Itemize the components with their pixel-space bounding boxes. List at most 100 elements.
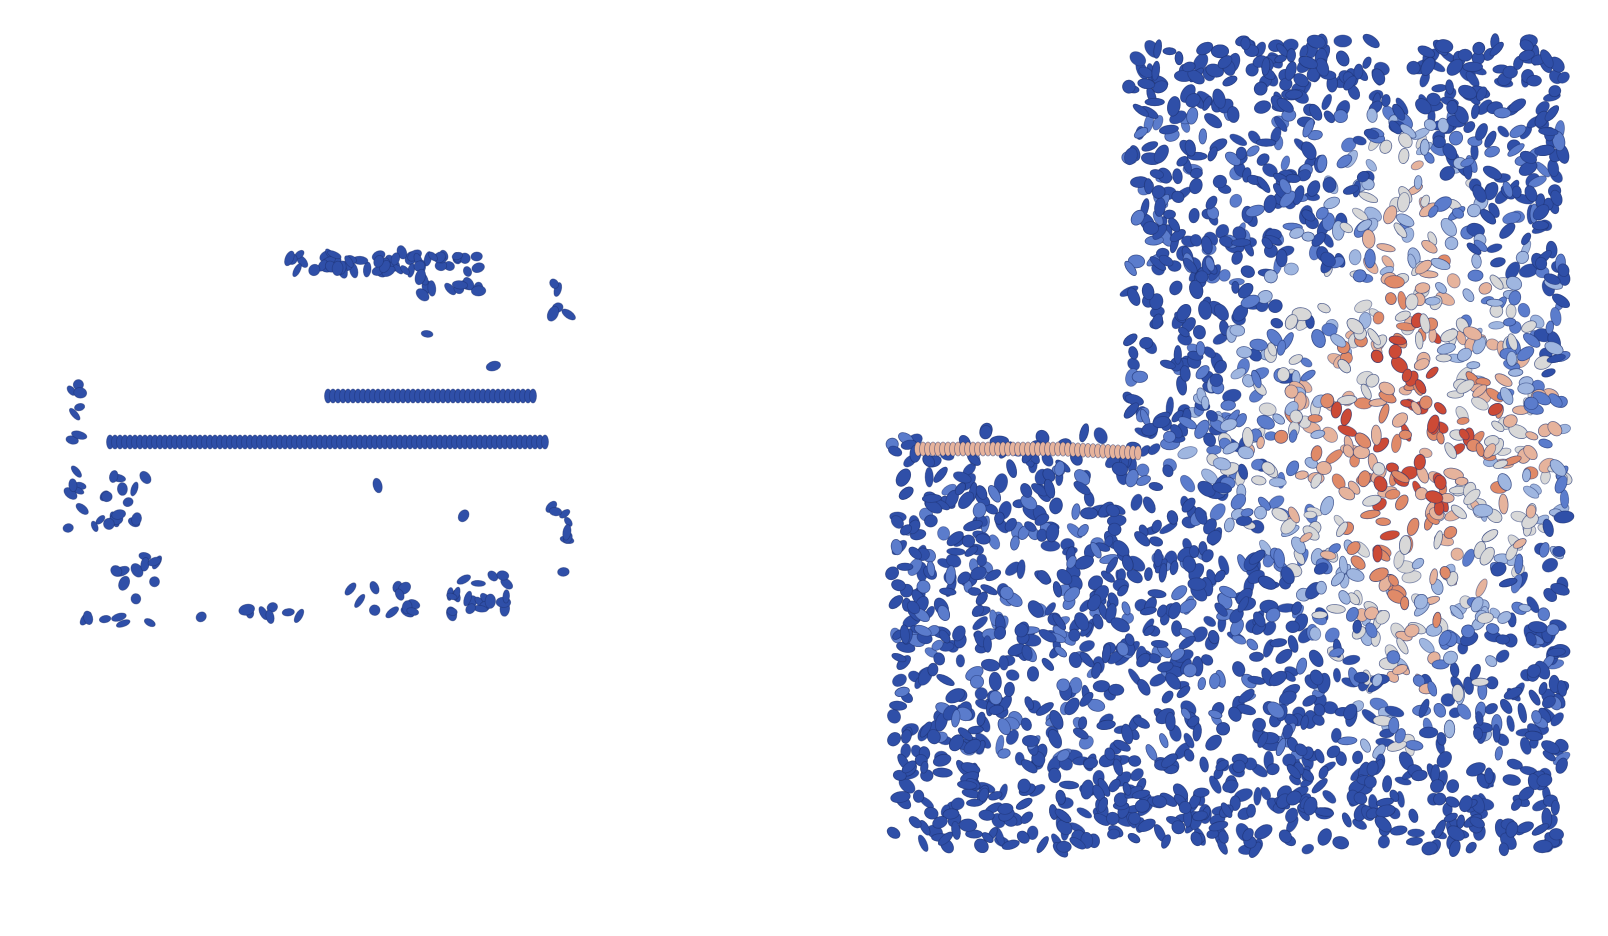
cell bbox=[1434, 402, 1447, 415]
cell bbox=[1015, 797, 1033, 810]
cell bbox=[1283, 262, 1299, 276]
cell bbox=[1255, 138, 1277, 147]
cell bbox=[1253, 787, 1262, 806]
cell bbox=[281, 608, 295, 617]
cell bbox=[1494, 746, 1503, 761]
cell bbox=[108, 470, 119, 483]
cell bbox=[1190, 234, 1203, 247]
cell bbox=[1326, 604, 1346, 614]
cell bbox=[1163, 430, 1176, 443]
cell bbox=[1388, 335, 1407, 346]
cell bbox=[1222, 75, 1238, 87]
right-cell-cloud bbox=[885, 33, 1575, 858]
cell bbox=[390, 252, 401, 266]
cell bbox=[1129, 51, 1147, 67]
cell bbox=[385, 606, 399, 619]
cell bbox=[1198, 128, 1208, 145]
cell bbox=[1275, 248, 1288, 268]
cell bbox=[75, 502, 89, 515]
cell bbox=[68, 478, 78, 493]
cell bbox=[1165, 712, 1176, 731]
cell bbox=[1209, 673, 1221, 690]
cell bbox=[559, 509, 571, 519]
cell bbox=[470, 579, 486, 587]
cell bbox=[1236, 346, 1253, 359]
cell bbox=[1321, 426, 1338, 443]
cell bbox=[1499, 698, 1513, 714]
cell bbox=[976, 553, 988, 567]
cell bbox=[1471, 103, 1480, 120]
cell bbox=[1041, 657, 1055, 671]
cell bbox=[1433, 530, 1443, 550]
cell bbox=[394, 588, 405, 601]
cell bbox=[1407, 828, 1425, 838]
cell bbox=[487, 570, 499, 582]
cell bbox=[471, 262, 485, 274]
cell bbox=[1254, 100, 1271, 114]
chain-cell bbox=[541, 434, 549, 450]
cell bbox=[1229, 133, 1248, 147]
chain-cell bbox=[1134, 445, 1142, 461]
cell bbox=[1353, 671, 1370, 684]
cell bbox=[131, 512, 142, 526]
cell bbox=[1144, 567, 1153, 581]
cell bbox=[1229, 193, 1243, 208]
cell bbox=[1358, 191, 1379, 203]
cell bbox=[373, 254, 385, 268]
cell bbox=[933, 466, 948, 483]
cell bbox=[1196, 41, 1214, 56]
cell bbox=[400, 265, 410, 276]
cell bbox=[462, 266, 473, 277]
cell bbox=[415, 288, 430, 302]
cell bbox=[1506, 351, 1518, 367]
cell bbox=[1377, 835, 1390, 849]
cell bbox=[1357, 470, 1371, 488]
cell bbox=[1492, 724, 1501, 743]
cell bbox=[1005, 669, 1020, 681]
cell bbox=[1254, 506, 1267, 520]
cell bbox=[406, 607, 420, 616]
cell bbox=[1308, 649, 1324, 668]
cell bbox=[1538, 438, 1553, 449]
cell bbox=[1478, 282, 1493, 295]
cell bbox=[1127, 832, 1141, 844]
cell bbox=[1435, 353, 1452, 363]
cell bbox=[1550, 712, 1564, 727]
cell bbox=[1188, 208, 1200, 224]
cell bbox=[1450, 547, 1464, 561]
cell bbox=[561, 308, 576, 321]
cell bbox=[1286, 48, 1297, 63]
cell bbox=[998, 655, 1009, 671]
cell bbox=[1493, 107, 1512, 119]
cell bbox=[927, 662, 939, 677]
cell bbox=[1360, 738, 1371, 753]
cell bbox=[895, 468, 912, 487]
cell bbox=[1274, 429, 1289, 444]
cell bbox=[917, 834, 929, 852]
cell bbox=[924, 467, 934, 488]
cell bbox=[1372, 311, 1385, 325]
cell bbox=[1147, 589, 1167, 599]
cell bbox=[1517, 302, 1531, 318]
cell bbox=[451, 280, 469, 290]
cell bbox=[115, 619, 131, 628]
cell bbox=[912, 789, 925, 803]
cell bbox=[886, 826, 901, 839]
cell bbox=[122, 497, 134, 508]
cell bbox=[195, 611, 207, 623]
cell bbox=[73, 387, 88, 399]
cell bbox=[331, 260, 344, 276]
cell bbox=[1152, 115, 1164, 131]
cell bbox=[90, 520, 99, 533]
cell bbox=[143, 618, 156, 628]
cell bbox=[1317, 828, 1332, 846]
cell bbox=[896, 562, 914, 571]
cell bbox=[1172, 168, 1183, 185]
cell bbox=[1173, 345, 1182, 365]
cell bbox=[1079, 640, 1095, 653]
cell bbox=[1130, 768, 1144, 782]
cell bbox=[1317, 303, 1331, 314]
cell bbox=[1379, 530, 1400, 541]
cell bbox=[1484, 703, 1498, 715]
cell bbox=[1550, 307, 1562, 327]
